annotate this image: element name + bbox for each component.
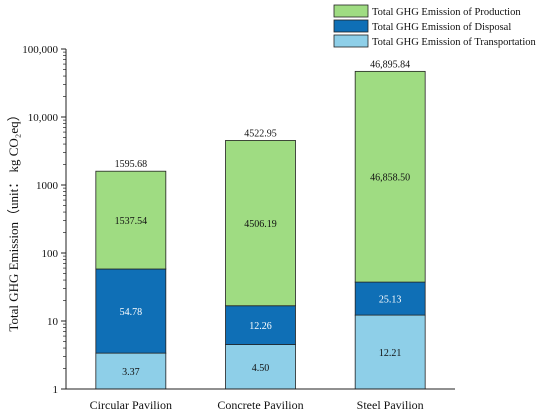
data-label: 54.78 [120, 307, 143, 318]
bar-segment [95, 170, 167, 270]
x-tick-label: Circular Pavilion [90, 398, 172, 412]
legend-label: Total GHG Emission of Disposal [372, 22, 511, 33]
y-axis-label: Total GHG Emission（unit： kg CO₂eq） [6, 108, 21, 331]
legend: Total GHG Emission of Production Total GH… [333, 4, 537, 48]
y-tick-label: 1000 [36, 180, 59, 192]
labels-layer: 3.37 54.78 1537.54 1595.68 4.50 12.26 4506.19 4… [115, 59, 411, 378]
legend-swatch [333, 34, 369, 48]
legend-swatch [333, 4, 369, 18]
data-label: 3.37 [122, 367, 140, 378]
data-label: 12.21 [379, 348, 402, 359]
bar-segment [225, 140, 296, 307]
axes-layer: Circular Pavilion Concrete Pavilion Steel … [22, 44, 455, 412]
legend-label: Total GHG Emission of Production [372, 7, 521, 18]
y-tick-label: 100,000 [22, 44, 58, 56]
legend-swatch [333, 19, 369, 33]
bar-segment [225, 344, 296, 390]
data-label: 4.50 [252, 363, 270, 374]
y-tick-label: 10,000 [28, 112, 59, 124]
bar-segment [354, 281, 426, 316]
data-label: 12.26 [249, 321, 272, 332]
y-tick-label: 100 [42, 248, 59, 260]
bar-segment [95, 268, 167, 354]
y-tick-label: 1 [53, 384, 59, 396]
bar-segment [95, 352, 167, 390]
data-label: 4506.19 [244, 219, 277, 230]
bar-segment [354, 70, 426, 283]
total-label: 46,895.84 [370, 59, 410, 70]
bar-segment [225, 305, 296, 345]
legend-label: Total GHG Emission of Transportation [372, 37, 537, 48]
total-label: 1595.68 [115, 159, 148, 170]
y-tick-label: 10 [47, 316, 59, 328]
x-tick-label: Concrete Pavilion [217, 398, 303, 412]
bars-layer [95, 70, 426, 390]
total-label: 4522.95 [244, 128, 277, 139]
data-label: 46,858.50 [370, 173, 410, 184]
data-label: 25.13 [379, 295, 402, 306]
x-tick-label: Steel Pavilion [357, 398, 424, 412]
data-label: 1537.54 [115, 216, 148, 227]
